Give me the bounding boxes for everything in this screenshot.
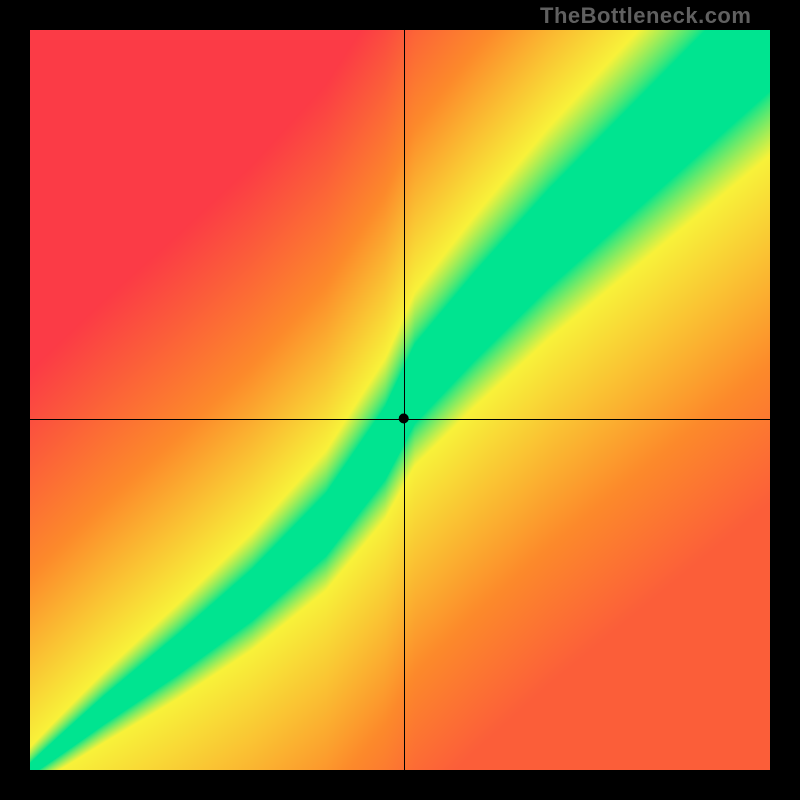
crosshair-overlay <box>30 30 770 770</box>
watermark-text: TheBottleneck.com <box>540 3 751 29</box>
